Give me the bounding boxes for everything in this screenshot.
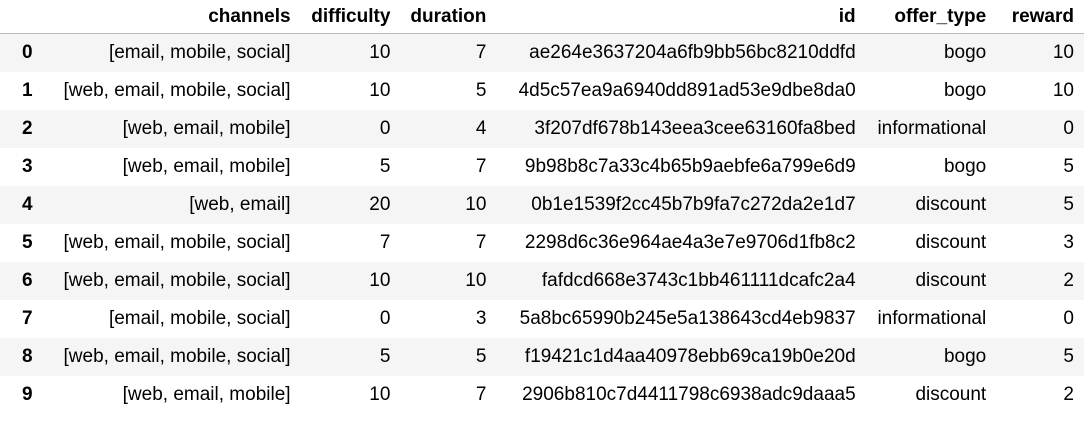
cell-offer-type: bogo: [943, 80, 987, 101]
column-header-channels: channels: [53, 0, 301, 34]
cell-reward: 0: [1063, 118, 1074, 139]
table-row: 0 [email, mobile, social] 10 7 ae264e363…: [0, 33, 1084, 72]
cell-duration: 7: [475, 156, 487, 177]
cell-channels: [web, email, mobile, social]: [63, 232, 291, 253]
cell-offer-type: informational: [877, 308, 987, 329]
table-body: 0 [email, mobile, social] 10 7 ae264e363…: [0, 33, 1084, 414]
cell-id: 4d5c57ea9a6940dd891ad53e9dbe8da0: [518, 80, 856, 101]
cell-reward: 5: [1063, 346, 1074, 367]
row-index: 5: [22, 232, 33, 253]
row-index: 6: [22, 270, 33, 291]
cell-difficulty: 5: [379, 156, 391, 177]
cell-channels: [web, email, mobile]: [122, 384, 291, 405]
cell-duration: 5: [475, 80, 487, 101]
row-index: 2: [22, 118, 33, 139]
index-header: [0, 0, 54, 34]
cell-offer-type: informational: [877, 118, 987, 139]
table-row: 7 [email, mobile, social] 0 3 5a8bc65990…: [0, 300, 1084, 338]
table-row: 1 [web, email, mobile, social] 10 5 4d5c…: [0, 72, 1084, 110]
cell-offer-type: discount: [915, 232, 987, 253]
row-index: 8: [22, 346, 33, 367]
header-row: channels difficulty duration id offer_ty…: [0, 0, 1084, 34]
row-index: 9: [22, 384, 33, 405]
cell-offer-type: bogo: [943, 346, 987, 367]
cell-offer-type: bogo: [943, 42, 987, 63]
cell-reward: 5: [1063, 194, 1074, 215]
table-row: 3 [web, email, mobile] 5 7 9b98b8c7a33c4…: [0, 148, 1084, 186]
cell-duration: 3: [475, 308, 487, 329]
cell-channels: [email, mobile, social]: [108, 308, 291, 329]
cell-channels: [web, email, mobile, social]: [63, 346, 291, 367]
table-row: 9 [web, email, mobile] 10 7 2906b810c7d4…: [0, 376, 1084, 414]
cell-channels: [email, mobile, social]: [108, 42, 291, 63]
cell-offer-type: bogo: [943, 156, 987, 177]
column-header-offer-type: offer_type: [865, 0, 997, 34]
column-header-reward: reward: [996, 0, 1084, 34]
row-index: 7: [22, 308, 33, 329]
table-row: 8 [web, email, mobile, social] 5 5 f1942…: [0, 338, 1084, 376]
cell-difficulty: 10: [369, 42, 391, 63]
cell-offer-type: discount: [915, 270, 987, 291]
cell-channels: [web, email, mobile, social]: [63, 270, 291, 291]
cell-id: 2906b810c7d4411798c6938adc9daaa5: [522, 384, 856, 405]
cell-id: f19421c1d4aa40978ebb69ca19b0e20d: [524, 346, 856, 367]
table-header: channels difficulty duration id offer_ty…: [0, 0, 1084, 34]
row-index: 4: [22, 194, 33, 215]
cell-reward: 2: [1063, 384, 1074, 405]
cell-duration: 5: [475, 346, 487, 367]
cell-duration: 7: [475, 232, 487, 253]
cell-offer-type: discount: [915, 384, 987, 405]
cell-reward: 5: [1063, 156, 1074, 177]
cell-difficulty: 7: [379, 232, 391, 253]
cell-reward: 2: [1063, 270, 1074, 291]
cell-difficulty: 10: [369, 80, 391, 101]
table-row: 6 [web, email, mobile, social] 10 10 faf…: [0, 262, 1084, 300]
cell-duration: 4: [475, 118, 487, 139]
cell-id: 9b98b8c7a33c4b65b9aebfe6a799e6d9: [524, 156, 856, 177]
row-index: 0: [22, 42, 33, 63]
cell-channels: [web, email]: [189, 194, 291, 215]
row-index: 3: [22, 156, 33, 177]
cell-reward: 0: [1063, 308, 1074, 329]
cell-id: ae264e3637204a6fb9bb56bc8210ddfd: [529, 42, 856, 63]
cell-difficulty: 10: [369, 384, 391, 405]
column-header-id: id: [496, 0, 866, 34]
column-header-duration: duration: [400, 0, 497, 34]
cell-duration: 10: [465, 194, 487, 215]
table-row: 4 [web, email] 20 10 0b1e1539f2cc45b7b9f…: [0, 186, 1084, 224]
cell-id: 2298d6c36e964ae4a3e7e9706d1fb8c2: [524, 232, 856, 253]
column-header-difficulty: difficulty: [300, 0, 401, 34]
table-row: 5 [web, email, mobile, social] 7 7 2298d…: [0, 224, 1084, 262]
cell-channels: [web, email, mobile]: [122, 156, 291, 177]
table-row: 2 [web, email, mobile] 0 4 3f207df678b14…: [0, 110, 1084, 148]
cell-difficulty: 0: [379, 118, 391, 139]
cell-id: 3f207df678b143eea3cee63160fa8bed: [534, 118, 856, 139]
row-index: 1: [22, 80, 33, 101]
cell-duration: 10: [465, 270, 487, 291]
cell-id: 5a8bc65990b245e5a138643cd4eb9837: [519, 308, 856, 329]
cell-reward: 10: [1052, 42, 1074, 63]
cell-duration: 7: [475, 384, 487, 405]
cell-difficulty: 10: [369, 270, 391, 291]
cell-difficulty: 20: [369, 194, 391, 215]
cell-difficulty: 5: [379, 346, 391, 367]
cell-reward: 3: [1063, 232, 1074, 253]
cell-difficulty: 0: [379, 308, 391, 329]
cell-channels: [web, email, mobile]: [122, 118, 291, 139]
cell-id: 0b1e1539f2cc45b7b9fa7c272da2e1d7: [531, 194, 856, 215]
cell-reward: 10: [1052, 80, 1074, 101]
cell-channels: [web, email, mobile, social]: [63, 80, 291, 101]
dataframe-table: channels difficulty duration id offer_ty…: [0, 0, 1084, 414]
cell-offer-type: discount: [915, 194, 987, 215]
cell-duration: 7: [475, 42, 487, 63]
cell-id: fafdcd668e3743c1bb461111dcafc2a4: [541, 270, 856, 291]
